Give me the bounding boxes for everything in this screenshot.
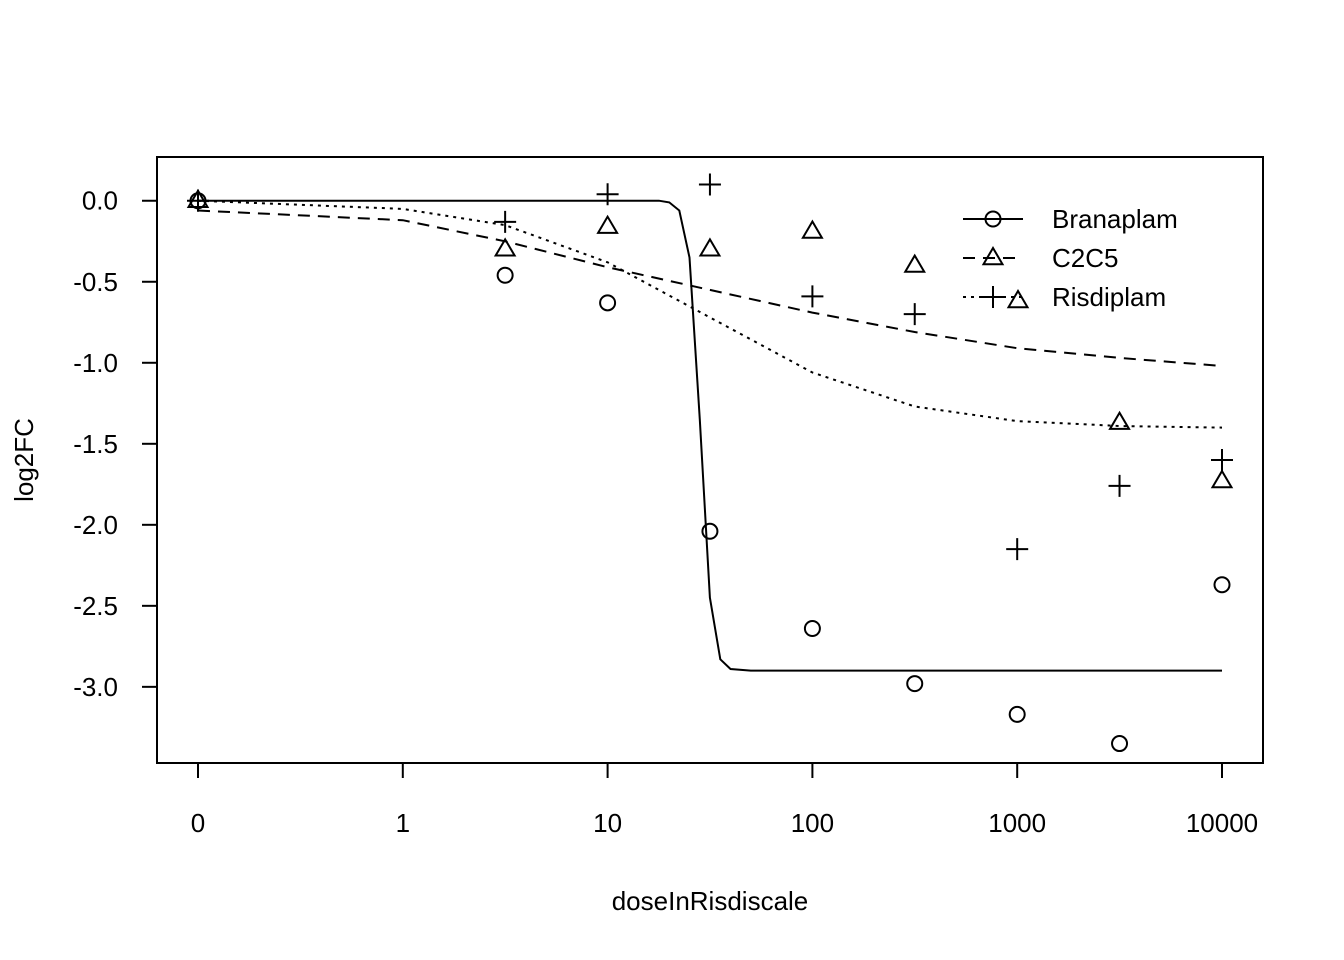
legend-label-c2c5: C2C5 xyxy=(1052,243,1118,273)
x-tick-label: 100 xyxy=(791,808,834,838)
x-axis: 0 1 10 100 1000 10000 xyxy=(191,762,1258,838)
risdiplam-point xyxy=(494,210,517,233)
y-tick-label: -2.0 xyxy=(73,510,118,540)
y-tick-label: -3.0 xyxy=(73,672,118,702)
y-tick-label: -1.5 xyxy=(73,429,118,459)
fit-line-risdiplam xyxy=(197,199,1223,429)
c2c5-point xyxy=(1210,469,1234,489)
y-axis: 0.0 -0.5 -1.0 -1.5 -2.0 -2.5 -3.0 xyxy=(73,186,158,702)
x-tick-label: 0 xyxy=(191,808,205,838)
x-tick-label: 1 xyxy=(396,808,410,838)
legend-marker-risdiplam xyxy=(982,286,1004,308)
branaplam-point xyxy=(1111,735,1129,753)
legend-label-branaplam: Branaplam xyxy=(1052,204,1178,234)
data-points xyxy=(186,173,1234,753)
legend-marker-c2c5 xyxy=(981,246,1005,266)
fit-curves xyxy=(197,199,1223,672)
branaplam-point xyxy=(803,620,821,638)
c2c5-point xyxy=(801,219,824,239)
c2c5-point xyxy=(1108,410,1131,430)
x-tick-label: 1000 xyxy=(988,808,1046,838)
c2c5-point xyxy=(903,253,926,273)
y-tick-label: 0.0 xyxy=(82,186,118,216)
fit-line-branaplam xyxy=(198,199,1222,672)
x-axis-title: doseInRisdiscale xyxy=(612,886,809,916)
risdiplam-point xyxy=(1108,474,1131,497)
y-tick-label: -1.0 xyxy=(73,348,118,378)
x-tick-label: 10000 xyxy=(1186,808,1258,838)
risdiplam-point xyxy=(698,173,721,196)
risdiplam-point xyxy=(1211,449,1233,471)
legend-label-risdiplam: Risdiplam xyxy=(1052,282,1166,312)
risdiplam-point xyxy=(596,183,619,206)
risdiplam-point xyxy=(1006,538,1029,561)
legend: Branaplam C2C5 Risdiplam xyxy=(963,204,1178,312)
fit-line-c2c5 xyxy=(197,209,1223,367)
legend-marker-extra-risdiplam xyxy=(1006,289,1030,309)
branaplam-point xyxy=(1213,576,1231,594)
risdiplam-point xyxy=(187,189,209,212)
c2c5-point xyxy=(493,237,517,257)
y-tick-label: -0.5 xyxy=(73,267,118,297)
y-axis-title: log2FC xyxy=(9,418,39,502)
x-tick-label: 10 xyxy=(593,808,622,838)
branaplam-point xyxy=(496,266,514,284)
branaplam-point xyxy=(599,294,617,312)
branaplam-point xyxy=(1008,705,1026,723)
branaplam-point xyxy=(701,522,719,540)
risdiplam-point xyxy=(801,285,824,308)
y-tick-label: -2.5 xyxy=(73,591,118,621)
c2c5-point xyxy=(596,214,619,234)
c2c5-point xyxy=(698,237,722,257)
risdiplam-point xyxy=(903,303,926,326)
legend-marker-branaplam xyxy=(984,210,1002,228)
branaplam-point xyxy=(906,675,924,693)
